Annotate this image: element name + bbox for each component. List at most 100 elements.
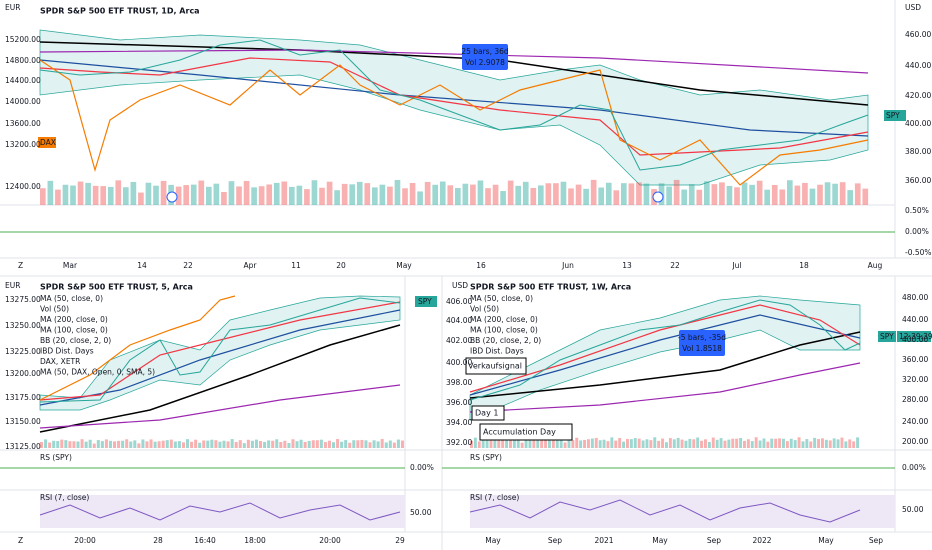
x-tick-label: 14 <box>137 261 147 270</box>
volume-bar <box>532 437 536 448</box>
volume-bar <box>218 441 222 448</box>
volume-bar <box>610 437 614 448</box>
volume-bar <box>76 441 80 448</box>
y-tick-label: 320.00 <box>902 375 928 384</box>
volume-bar <box>100 441 104 448</box>
signal-label: Verkaufsignal <box>468 362 522 371</box>
volume-bar <box>56 441 60 448</box>
volume-bar <box>40 188 46 205</box>
volume-bar <box>700 440 704 448</box>
volume-bar <box>327 440 331 448</box>
volume-bar <box>522 181 529 205</box>
volume-bar <box>606 441 610 448</box>
volume-bar <box>821 438 824 448</box>
volume-bar <box>92 185 99 205</box>
legend-entry: MA (200, close, 0) <box>470 315 538 324</box>
y-tick-label: -0.50% <box>905 248 932 257</box>
volume-bar <box>590 438 594 448</box>
volume-bar <box>793 440 797 448</box>
x-tick-label: 20:00 <box>74 536 96 545</box>
y-tick-label: 13600.00 <box>5 119 41 128</box>
volume-bar <box>622 441 626 448</box>
ma-200 <box>469 331 861 399</box>
volume-bar <box>206 186 212 205</box>
tooltip-line: Vol 2.9078 <box>465 58 505 67</box>
volume-bar <box>349 184 356 205</box>
y-tick-label: 400.00 <box>446 358 472 367</box>
volume-bar <box>263 441 267 448</box>
volume-bar <box>319 187 325 205</box>
volume-bar <box>836 439 840 448</box>
x-tick-label: 16 <box>476 261 486 270</box>
volume-bar <box>575 437 579 448</box>
volume-bar <box>852 441 856 448</box>
volume-bar <box>364 440 368 448</box>
volume-bar <box>536 439 540 448</box>
volume-bar <box>832 438 836 448</box>
signal-box <box>465 357 527 375</box>
volume <box>470 437 860 448</box>
volume-bar <box>470 440 473 448</box>
y-tick-label: 12400.00 <box>5 182 41 191</box>
volume-bar <box>138 192 144 205</box>
volume-bar <box>447 185 454 205</box>
ma-purple <box>39 49 869 74</box>
volume-bar <box>528 439 532 448</box>
volume-bar <box>194 439 198 448</box>
ma-50 <box>39 301 401 401</box>
volume-bar <box>181 442 185 448</box>
volume-bar <box>228 181 235 205</box>
volume-bar <box>824 182 831 205</box>
volume-bar <box>583 439 587 448</box>
volume-bar <box>770 438 774 448</box>
x-tick-label: May <box>652 536 668 545</box>
legend-entry: MA (50, close, 0) <box>40 294 103 303</box>
volume-bar <box>684 440 688 448</box>
x-tick-label: 20 <box>336 261 346 270</box>
volume-bar <box>213 183 220 205</box>
volume-bar <box>797 437 801 448</box>
volume-bar <box>356 440 360 448</box>
y-tick-label: 13250.00 <box>5 321 41 330</box>
volume-bar <box>726 185 733 205</box>
volume-bar <box>668 438 672 448</box>
y-tick-label: 13200.00 <box>5 369 41 378</box>
volume-bar <box>125 439 129 448</box>
volume-bar <box>847 190 854 205</box>
y-tick-label: 280.00 <box>902 395 928 404</box>
volume-bar <box>307 441 311 448</box>
tooltip-line: 25 bars, 36d <box>461 47 509 56</box>
y-tick-label: 0.00% <box>905 227 929 236</box>
volume-bar <box>238 440 242 448</box>
clock-box <box>897 331 931 342</box>
volume-bar <box>400 440 404 448</box>
volume-bar <box>376 441 380 448</box>
y-tick-label: 460.00 <box>905 30 931 39</box>
tooltip-box <box>679 330 725 356</box>
volume-bar <box>719 182 725 205</box>
volume-bar <box>571 440 575 448</box>
volume-bar <box>809 188 816 205</box>
volume-bar <box>824 439 828 448</box>
x-tick-label: 2022 <box>752 536 771 545</box>
volume-bar <box>676 437 680 448</box>
signal-label: Day 1 <box>475 409 498 418</box>
y-tick-label: 0.00% <box>902 463 926 472</box>
volume-bar <box>392 442 396 448</box>
y-tick-label: 406.00 <box>446 297 472 306</box>
volume-bar <box>530 187 537 205</box>
volume-bar <box>52 440 56 448</box>
x-tick-label: Jul <box>731 261 741 270</box>
volume-bar <box>649 440 653 448</box>
volume-bar <box>107 186 114 205</box>
volume-bar <box>746 439 750 448</box>
x-tick-label: Jun <box>561 261 574 270</box>
volume-bar <box>153 185 159 205</box>
volume-bar <box>520 442 524 448</box>
y-tick-label: 440.00 <box>905 61 931 70</box>
volume-bar <box>856 437 860 448</box>
dividend-marker <box>652 191 664 203</box>
volume-bar <box>352 440 356 448</box>
volume-bar <box>299 439 303 448</box>
volume-bar <box>764 189 771 205</box>
